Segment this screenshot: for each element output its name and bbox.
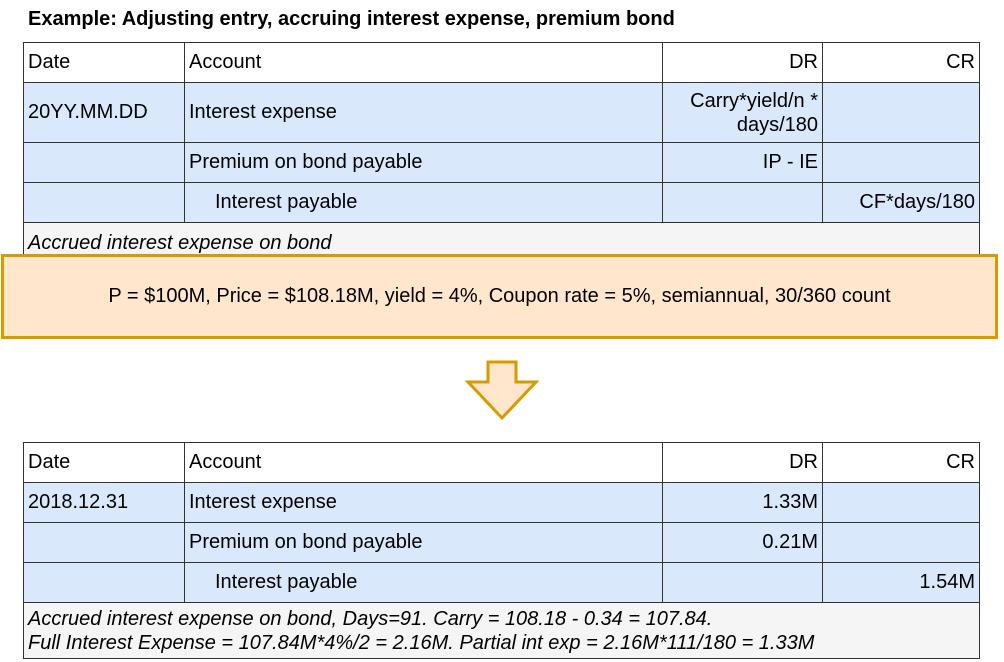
cell-cr: 1.54M: [822, 562, 980, 603]
down-arrow-icon: [464, 360, 540, 421]
table-header-row: Date Account DR CR: [23, 442, 980, 483]
table-row: Interest payable CF*days/180: [23, 182, 980, 223]
cell-date: [23, 142, 185, 183]
header-date: Date: [23, 442, 185, 483]
page-title: Example: Adjusting entry, accruing inter…: [28, 8, 675, 30]
cell-dr: Carry*yield/n * days/180: [662, 82, 823, 143]
cell-cr: [822, 522, 980, 563]
header-account: Account: [184, 442, 663, 483]
cell-account: Interest payable: [184, 562, 663, 603]
header-account: Account: [184, 42, 663, 83]
cell-account: Interest expense: [184, 482, 663, 523]
cell-dr: [662, 182, 823, 223]
cell-dr: [662, 562, 823, 603]
cell-date: [23, 562, 185, 603]
cell-cr: CF*days/180: [822, 182, 980, 223]
cell-cr: [822, 82, 980, 143]
header-cr: CR: [822, 42, 980, 83]
cell-dr: 0.21M: [662, 522, 823, 563]
template-journal-table: Date Account DR CR 20YY.MM.DD Interest e…: [23, 42, 980, 263]
cell-account: Premium on bond payable: [184, 522, 663, 563]
table-row: Premium on bond payable IP - IE: [23, 142, 980, 183]
cell-account: Interest payable: [184, 182, 663, 223]
cell-date: [23, 182, 185, 223]
given-parameters-box: P = $100M, Price = $108.18M, yield = 4%,…: [1, 254, 998, 339]
header-dr: DR: [662, 42, 823, 83]
cell-date: 2018.12.31: [23, 482, 185, 523]
memo-line-1: Accrued interest expense on bond, Days=9…: [28, 607, 713, 630]
table-row: 2018.12.31 Interest expense 1.33M: [23, 482, 980, 523]
memo-line-2: Full Interest Expense = 107.84M*4%/2 = 2…: [28, 631, 815, 654]
table-row: Premium on bond payable 0.21M: [23, 522, 980, 563]
table-header-row: Date Account DR CR: [23, 42, 980, 83]
table-row: 20YY.MM.DD Interest expense Carry*yield/…: [23, 82, 980, 143]
given-parameters-text: P = $100M, Price = $108.18M, yield = 4%,…: [108, 285, 891, 307]
header-date: Date: [23, 42, 185, 83]
cell-account: Interest expense: [184, 82, 663, 143]
cell-dr: IP - IE: [662, 142, 823, 183]
memo-cell: Accrued interest expense on bond, Days=9…: [23, 602, 980, 659]
cell-date: [23, 522, 185, 563]
cell-account: Premium on bond payable: [184, 142, 663, 183]
example-journal-table: Date Account DR CR 2018.12.31 Interest e…: [23, 442, 980, 659]
header-dr: DR: [662, 442, 823, 483]
cell-cr: [822, 482, 980, 523]
memo-row: Accrued interest expense on bond, Days=9…: [23, 602, 980, 659]
cell-dr: 1.33M: [662, 482, 823, 523]
cell-date: 20YY.MM.DD: [23, 82, 185, 143]
header-cr: CR: [822, 442, 980, 483]
table-row: Interest payable 1.54M: [23, 562, 980, 603]
cell-cr: [822, 142, 980, 183]
